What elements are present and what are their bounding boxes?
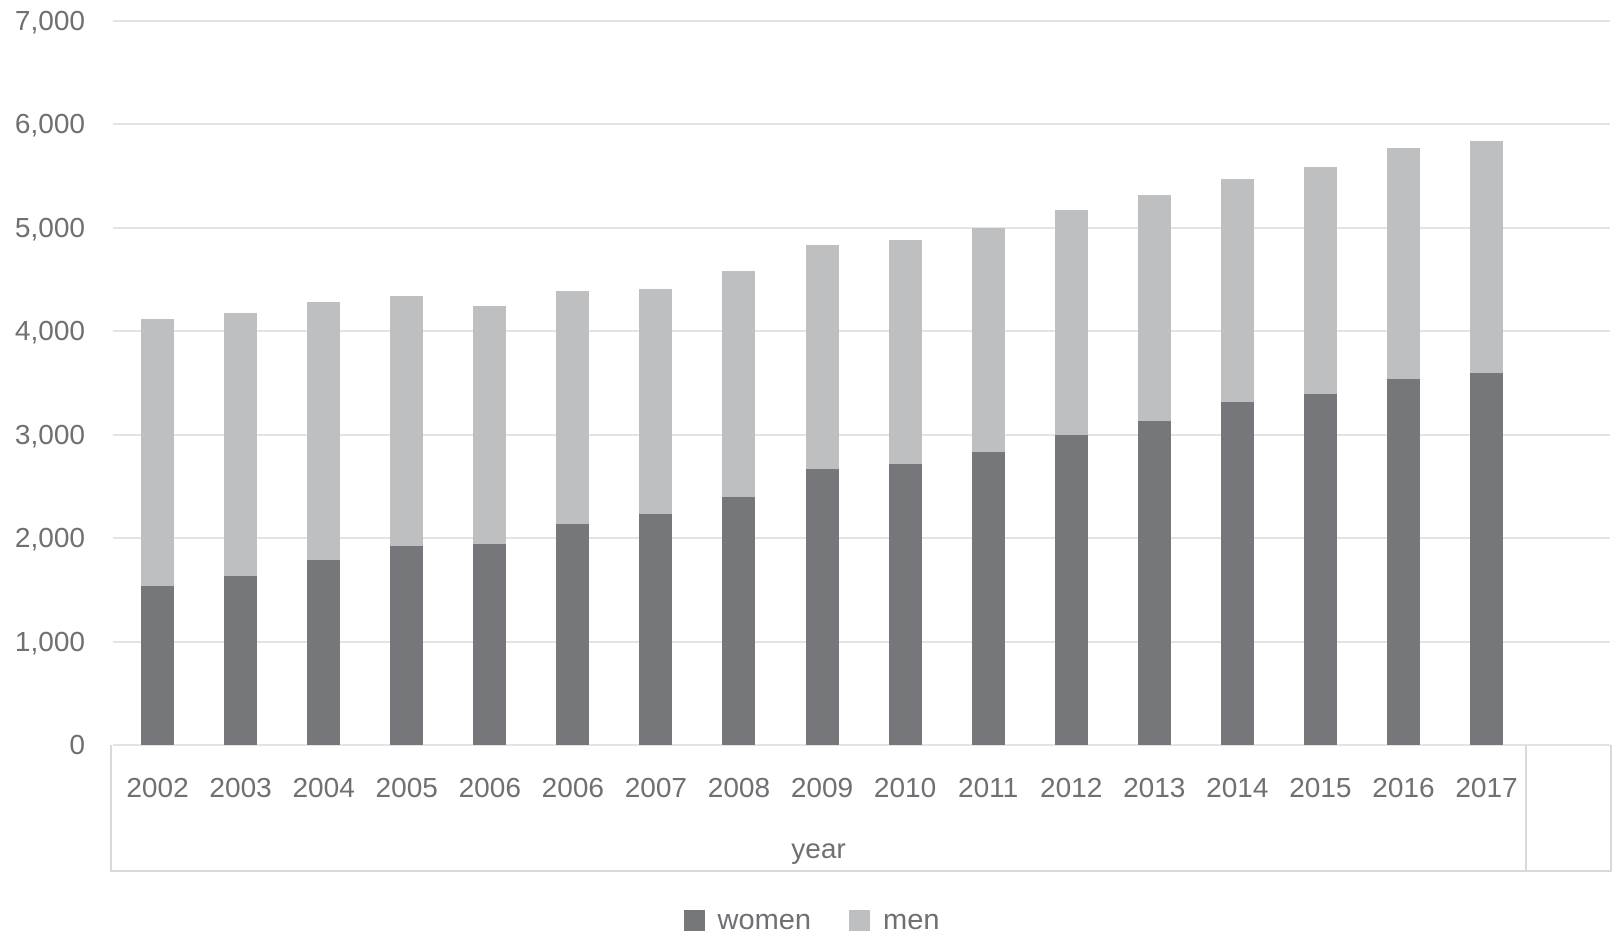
bar-segment-men: [1469, 140, 1503, 373]
x-axis-tick-label: 2007: [624, 772, 688, 803]
y-axis-tick-label: 7,000: [14, 5, 85, 36]
legend-label-women: women: [717, 904, 812, 936]
legend-label-men: men: [883, 904, 940, 936]
bar-segment-women: [971, 452, 1005, 745]
bar-segment-men: [390, 296, 424, 547]
bar-segment-women: [639, 514, 673, 745]
bar-segment-women: [224, 576, 258, 745]
x-axis-tick-label: 2004: [292, 772, 355, 803]
bar-segment-men: [888, 240, 922, 464]
bar-segment-women: [1469, 372, 1503, 745]
bar-segment-men: [1220, 179, 1254, 402]
bar-segment-men: [1303, 166, 1337, 395]
x-axis-tick-label: 2013: [1123, 772, 1186, 803]
legend: women men: [0, 903, 1623, 937]
x-axis-tick-label: 2017: [1455, 772, 1518, 803]
bar-segment-women: [1054, 434, 1088, 745]
x-axis-tick-label: 2009: [790, 772, 854, 803]
y-axis-tick-label: 3,000: [14, 418, 85, 450]
x-axis-line: [113, 744, 1610, 746]
x-axis-tick-label: 2016: [1372, 772, 1435, 803]
legend-swatch-men: [849, 909, 871, 931]
bar-segment-men: [971, 227, 1005, 453]
x-axis-tick-label: 2005: [375, 772, 438, 803]
x-axis-tick-label: 2002: [126, 772, 189, 803]
y-axis-tick-label: 2,000: [14, 522, 85, 554]
gridline: [113, 330, 1610, 333]
x-axis-tick-label: 2006: [458, 772, 521, 803]
bar-segment-women: [473, 544, 507, 745]
x-axis-extra-cell: [1527, 745, 1612, 872]
x-axis-tick-label: 2008: [707, 772, 771, 803]
bar-segment-men: [805, 245, 839, 469]
x-axis-tick-label: 2010: [873, 772, 937, 803]
legend-swatch-women: [683, 909, 705, 931]
bar-segment-men: [1137, 194, 1171, 422]
bar-segment-women: [390, 546, 424, 745]
y-axis-tick-label: 1,000: [14, 625, 85, 657]
y-axis-tick-label: 6,000: [14, 108, 85, 140]
x-axis-tick-label: 2011: [958, 772, 1019, 803]
bar-segment-women: [1137, 421, 1171, 745]
bar-segment-women: [307, 559, 341, 745]
gridline: [113, 20, 1610, 22]
x-axis-title: year: [791, 833, 846, 864]
y-axis-tick-label: 5,000: [14, 211, 85, 243]
gridline: [113, 537, 1610, 540]
bar-segment-men: [639, 288, 673, 515]
gridline: [113, 640, 1610, 643]
bar-segment-men: [141, 318, 175, 586]
gridline: [113, 123, 1610, 126]
bar-segment-women: [556, 523, 590, 745]
bar-segment-women: [1303, 394, 1337, 745]
bar-segment-women: [141, 585, 175, 745]
bar-segment-women: [805, 468, 839, 745]
bar-segment-men: [1386, 148, 1420, 379]
gridline: [113, 226, 1610, 229]
bar-segment-men: [473, 306, 507, 545]
bar-segment-men: [307, 302, 341, 560]
bar-segment-women: [888, 463, 922, 745]
bar-segment-women: [722, 496, 756, 745]
x-axis-label-box: [110, 745, 1527, 872]
legend-item-men: men: [849, 903, 939, 937]
bar-segment-women: [1220, 401, 1254, 745]
y-axis-tick-label: 4,000: [14, 315, 85, 347]
x-axis-tick-label: 2015: [1289, 772, 1352, 803]
x-axis-tick-label: 2006: [541, 772, 604, 803]
bar-segment-women: [1386, 378, 1420, 745]
y-axis-tick-label: 0: [69, 729, 85, 760]
gridline: [113, 433, 1610, 436]
bar-segment-men: [224, 312, 258, 577]
x-axis-tick-label: 2014: [1206, 772, 1269, 803]
bar-segment-men: [722, 271, 756, 497]
x-axis-tick-label: 2012: [1040, 772, 1103, 803]
bar-segment-men: [1054, 210, 1088, 435]
legend-item-women: women: [683, 903, 812, 937]
x-axis-tick-label: 2003: [209, 772, 272, 803]
bar-segment-men: [556, 290, 590, 524]
